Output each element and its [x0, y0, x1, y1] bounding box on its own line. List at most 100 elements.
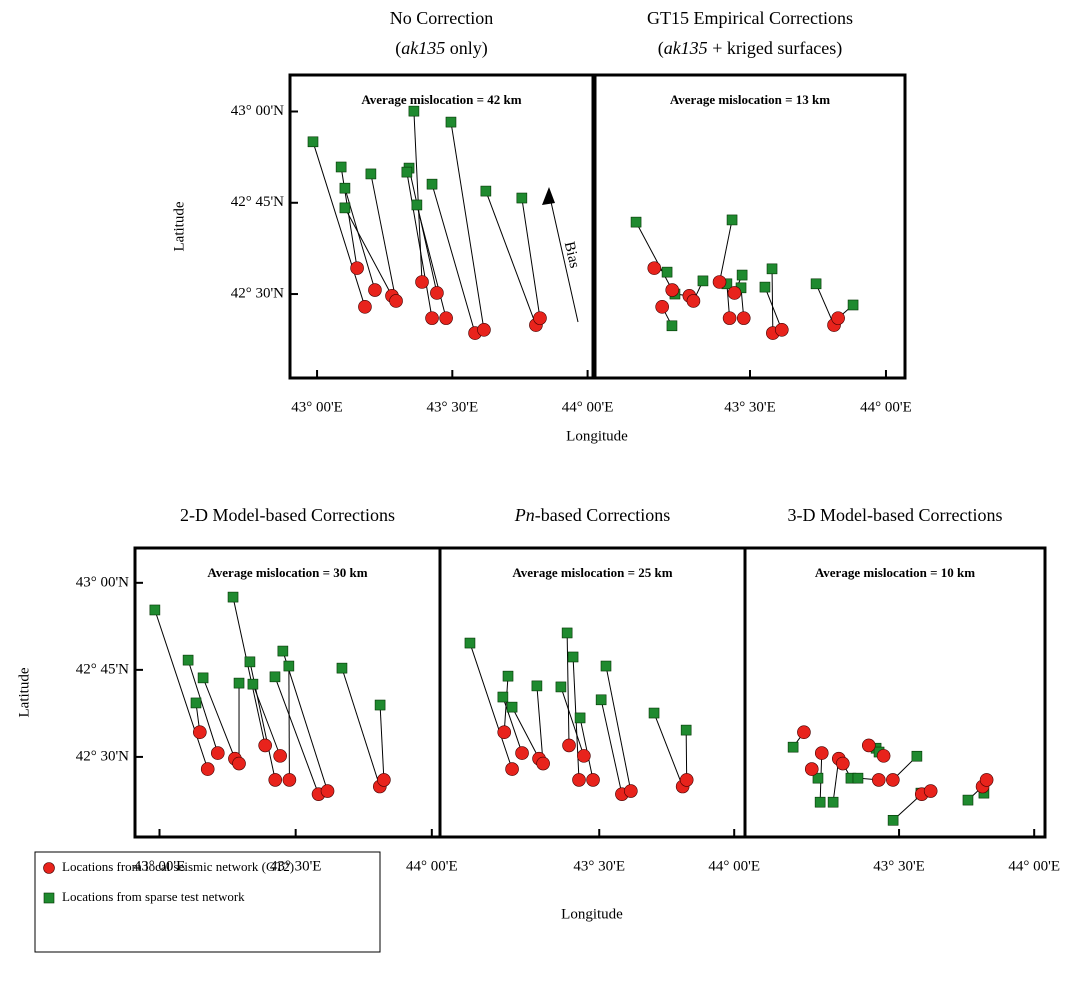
gt2-location [712, 275, 727, 289]
panel-subtitle: (ak135 + kriged surfaces) [658, 38, 843, 59]
gt2-location [505, 762, 519, 776]
sparse-location [497, 691, 509, 703]
panel-subtitle-part: + kriged surfaces) [708, 38, 843, 59]
mislocation-connector [154, 609, 209, 770]
sparse-location [666, 320, 678, 332]
mislocation-connector [605, 665, 632, 792]
mislocation-connector [536, 685, 544, 764]
gt2-location [831, 311, 845, 325]
sparse-location [814, 796, 826, 808]
gt2-location [979, 773, 994, 787]
y-axis-label: Latitude [171, 201, 187, 251]
mislocation-connector [635, 221, 673, 291]
gt2-location [562, 738, 576, 753]
gt2-location [193, 725, 207, 739]
x-tick-label: 43° 00'E [134, 858, 186, 874]
mislocation-connector [416, 204, 447, 319]
y-tick-label: 42° 30'N [76, 748, 129, 764]
gt2-location [389, 294, 403, 308]
panel: Average mislocation = 30 km 43° 00'E 43° 3… [16, 546, 458, 874]
sparse-location [283, 660, 295, 672]
gt2-location [836, 756, 850, 771]
sparse-location [335, 161, 347, 173]
panel: Average mislocation = 10 km 43° 30'E 44° 0… [743, 546, 1060, 874]
sparse-location [726, 214, 738, 226]
panel: Average mislocation = 42 km 43° 00'E 43° 3… [171, 73, 628, 444]
legend-swatch [43, 892, 55, 904]
x-tick-label: 44° 00'E [1008, 858, 1060, 874]
gt2-location [477, 323, 491, 337]
gt2-location [515, 746, 529, 760]
mislocation-connector [771, 268, 774, 334]
x-tick-label: 43° 30'E [270, 858, 322, 874]
mislocation-connector [503, 676, 509, 733]
x-tick-label: 44° 00'E [406, 858, 458, 874]
x-tick-label: 44° 00'E [562, 399, 614, 415]
sparse-location [336, 662, 348, 674]
gt2-location [200, 762, 215, 776]
gt2-location [876, 749, 891, 763]
sparse-location [567, 651, 579, 663]
sparse-location [661, 266, 673, 278]
y-tick-label: 42° 45'N [231, 194, 284, 210]
legend-label: Locations from local seismic network (GT… [62, 859, 294, 874]
sparse-location [827, 796, 839, 808]
x-tick-label: 43° 30'E [724, 399, 776, 415]
mislocation-connector [560, 686, 585, 757]
mislocation-connector [187, 659, 219, 754]
panel-title-part: No Correction [390, 8, 493, 28]
mislocation-connector [600, 699, 623, 795]
gt2-location [861, 738, 876, 753]
sparse-location [911, 750, 923, 762]
mislocation-connector [502, 696, 523, 754]
panel-title: GT15 Empirical Corrections [647, 8, 853, 28]
panel-title: 3-D Model-based Corrections [788, 505, 1003, 525]
gt2-location [923, 784, 938, 798]
sparse-location [502, 670, 514, 682]
panel-title: Pn-based Corrections [514, 505, 670, 525]
mislocation-connector [431, 184, 476, 334]
legend: Locations from local seismic network (GT… [34, 851, 381, 953]
panel-title-part: -based Corrections [535, 505, 670, 525]
gt2-location [358, 300, 372, 314]
sparse-location [339, 202, 351, 214]
gt2-location [320, 784, 335, 798]
sparse-location [630, 216, 642, 228]
gt2-location [727, 286, 742, 300]
sparse-location [307, 136, 319, 148]
mislocation-connector [815, 283, 835, 326]
sparse-location [480, 185, 492, 197]
panel-title-part: 2-D Model-based Corrections [180, 505, 395, 525]
mislocation-connector [344, 207, 393, 297]
gt2-location [425, 311, 439, 325]
sparse-location [244, 656, 256, 668]
mislocation-connector [579, 717, 594, 780]
mislocation-connector [340, 166, 358, 269]
mislocation-annotation: Average mislocation = 30 km [207, 565, 367, 580]
sparse-location [736, 269, 748, 281]
sparse-location [531, 680, 543, 692]
gt2-location [624, 784, 638, 798]
mislocation-annotation: Average mislocation = 25 km [512, 565, 672, 580]
sparse-location [247, 678, 259, 690]
sparse-location [847, 299, 859, 311]
sparse-location [190, 697, 202, 709]
panel-title: No Correction [390, 8, 493, 28]
gt2-location [586, 773, 600, 787]
mislocation-connector [288, 666, 290, 780]
legend-swatch [43, 862, 55, 874]
mislocation-connector [566, 632, 570, 746]
x-tick-label: 43° 30'E [427, 399, 479, 415]
mislocation-connector [312, 141, 366, 307]
sparse-location [445, 116, 457, 128]
gt2-location [797, 725, 811, 739]
gt2-location [258, 738, 272, 753]
sparse-location [962, 794, 974, 806]
mislocation-connector [685, 730, 688, 780]
sparse-location [887, 814, 899, 826]
legend-box [34, 851, 381, 953]
gt2-location [497, 725, 512, 739]
gt2-location [871, 773, 886, 787]
mislocation-annotation: Average mislocation = 13 km [670, 92, 830, 107]
sparse-location [574, 712, 586, 724]
